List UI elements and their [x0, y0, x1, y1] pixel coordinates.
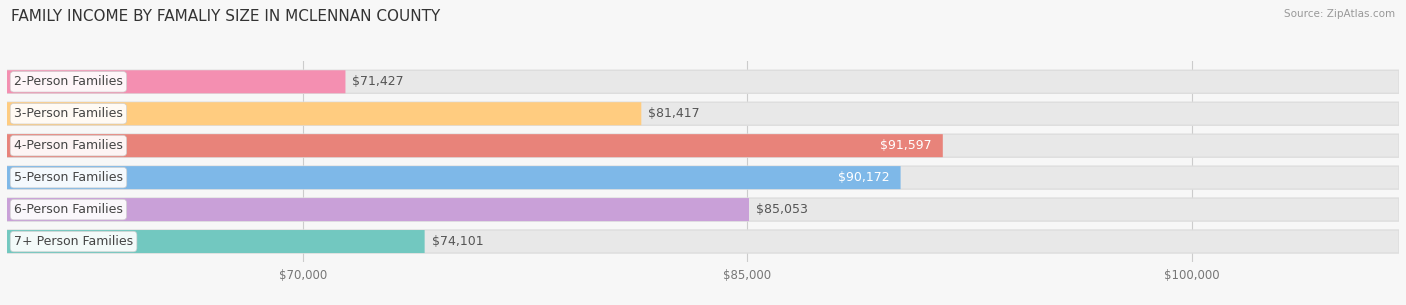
Text: 5-Person Families: 5-Person Families	[14, 171, 122, 184]
FancyBboxPatch shape	[7, 70, 346, 93]
Text: 2-Person Families: 2-Person Families	[14, 75, 122, 88]
Text: FAMILY INCOME BY FAMALIY SIZE IN MCLENNAN COUNTY: FAMILY INCOME BY FAMALIY SIZE IN MCLENNA…	[11, 9, 440, 24]
Text: $81,417: $81,417	[648, 107, 700, 120]
FancyBboxPatch shape	[7, 198, 749, 221]
Text: $91,597: $91,597	[880, 139, 932, 152]
FancyBboxPatch shape	[7, 166, 901, 189]
Text: 6-Person Families: 6-Person Families	[14, 203, 122, 216]
FancyBboxPatch shape	[7, 198, 1399, 221]
Text: 7+ Person Families: 7+ Person Families	[14, 235, 134, 248]
FancyBboxPatch shape	[7, 134, 1399, 157]
FancyBboxPatch shape	[7, 102, 1399, 125]
Text: 3-Person Families: 3-Person Families	[14, 107, 122, 120]
FancyBboxPatch shape	[7, 230, 425, 253]
FancyBboxPatch shape	[7, 102, 641, 125]
Text: $71,427: $71,427	[353, 75, 404, 88]
Text: $85,053: $85,053	[756, 203, 808, 216]
FancyBboxPatch shape	[7, 166, 1399, 189]
FancyBboxPatch shape	[7, 134, 943, 157]
Text: Source: ZipAtlas.com: Source: ZipAtlas.com	[1284, 9, 1395, 19]
FancyBboxPatch shape	[7, 230, 1399, 253]
Text: $90,172: $90,172	[838, 171, 890, 184]
Text: 4-Person Families: 4-Person Families	[14, 139, 122, 152]
FancyBboxPatch shape	[7, 70, 1399, 93]
Text: $74,101: $74,101	[432, 235, 484, 248]
